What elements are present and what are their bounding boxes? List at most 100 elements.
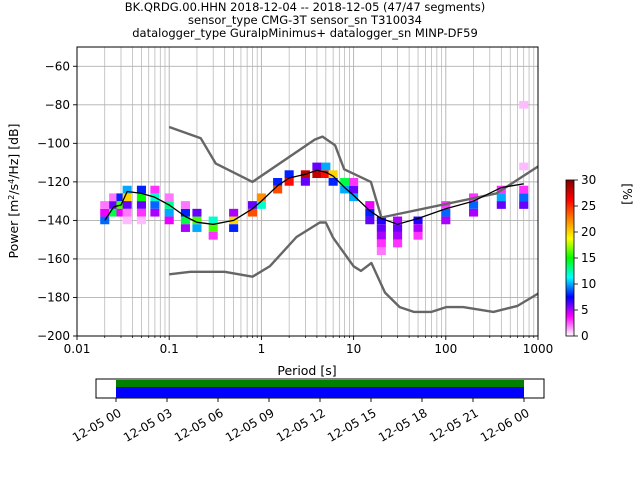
y-label-sup-2: 4	[7, 179, 16, 184]
psd-cell	[100, 216, 110, 225]
y-axis-label: Power [m2/s4/Hz] [dB]	[6, 123, 21, 258]
y-label-sup-1: 2	[7, 195, 16, 200]
psd-cell	[116, 208, 126, 217]
psd-cell	[192, 224, 202, 232]
psd-cell	[122, 208, 132, 217]
colorbar-tick-label: 25	[581, 199, 596, 213]
psd-cell	[122, 201, 132, 209]
psd-cell	[349, 193, 359, 202]
psd-cell	[273, 185, 283, 194]
colorbar	[565, 179, 575, 337]
y-tick-label: −80	[45, 98, 70, 112]
timeline-tick-label: 12-05 15	[325, 406, 379, 445]
x-axis-label: Period [s]	[277, 363, 336, 378]
psd-cell	[122, 216, 132, 225]
psd-cell	[247, 208, 258, 217]
timeline-tick-label: 12-06 00	[478, 406, 532, 445]
psd-cell	[122, 185, 132, 194]
psd-cell	[109, 201, 119, 209]
psd-cell	[312, 170, 322, 179]
y-tick-label: −140	[37, 213, 70, 227]
nhnm-line	[168, 125, 539, 219]
psd-cell	[413, 224, 423, 232]
psd-cell	[180, 216, 190, 225]
x-tick-label: 100	[434, 342, 457, 356]
psd-cell	[393, 224, 403, 232]
timeline-tick-label: 12-05 09	[223, 406, 277, 445]
y-tick-label: −160	[37, 252, 70, 266]
x-axis-ticks: 0.01 0.1 1 10 100 1000	[64, 336, 554, 356]
psd-cell	[229, 224, 239, 232]
y-tick-label: −180	[37, 290, 70, 304]
psd-cell	[150, 208, 160, 217]
psd-cell	[321, 162, 331, 171]
psd-cell	[122, 193, 132, 202]
psd-cell	[328, 178, 338, 186]
psd-histogram	[100, 100, 529, 256]
psd-cell	[393, 231, 403, 240]
psd-cell	[100, 208, 110, 217]
x-tick-label: 1	[258, 342, 266, 356]
plot-frame	[76, 46, 539, 337]
y-tick-label: −120	[37, 175, 70, 189]
x-tick-label: 0.01	[64, 342, 91, 356]
psd-cell	[136, 201, 146, 209]
psd-cell	[192, 216, 202, 225]
nlnm-line	[169, 221, 539, 314]
psd-cell	[192, 208, 202, 217]
colorbar-tick-label: 20	[581, 225, 596, 239]
x-tick-label: 1000	[523, 342, 554, 356]
psd-cell	[376, 247, 386, 256]
title-line-3: datalogger_type GuralpMinimus+ datalogge…	[132, 26, 478, 40]
psd-cell	[340, 178, 350, 186]
colorbar-tick-label: 10	[581, 277, 596, 291]
psd-cell	[180, 208, 190, 217]
y-tick-label: −100	[37, 136, 70, 150]
x-tick-label: 10	[346, 342, 361, 356]
psd-cell	[164, 208, 174, 217]
psd-cell	[413, 231, 423, 240]
psd-cell	[136, 193, 146, 202]
psd-cell	[441, 208, 451, 217]
psd-cell	[284, 178, 294, 186]
psd-cell	[496, 201, 506, 209]
psd-cell	[413, 216, 423, 225]
plot-area	[77, 47, 538, 336]
psd-cell	[469, 201, 479, 209]
reference-lines	[104, 125, 539, 314]
psd-cell	[180, 224, 190, 232]
psd-cell	[116, 193, 126, 202]
psd-cell	[109, 208, 119, 217]
y-label-part-3: /Hz] [dB]	[6, 123, 21, 178]
colorbar-tick-label: 15	[581, 251, 596, 265]
psd-cell	[109, 193, 119, 202]
psd-cell	[136, 185, 146, 194]
timeline-tick-label: 12-05 03	[121, 406, 175, 445]
psd-cell	[519, 201, 529, 209]
timeline-tick-label: 12-05 21	[427, 406, 481, 445]
psd-cell	[519, 193, 529, 202]
psd-cell	[321, 170, 331, 179]
psd-cell	[328, 170, 338, 179]
y-axis-ticks: −60 −80 −100 −120 −140 −160 −180 −200	[37, 59, 77, 343]
timeline-tick-label: 12-05 18	[376, 406, 430, 445]
y-label-part-1: Power [m	[6, 200, 21, 259]
psd-cell	[393, 239, 403, 248]
psd-cell	[376, 216, 386, 225]
colorbar-tick-label: 0	[581, 329, 589, 343]
psd-cell	[349, 178, 359, 186]
psd-cell	[256, 201, 266, 209]
psd-cell	[150, 185, 160, 194]
title-line-2: sensor_type CMG-3T sensor_sn T310034	[188, 13, 422, 27]
psd-cell	[365, 208, 375, 217]
timeline-coverage-upper	[116, 380, 524, 387]
psd-cell	[164, 216, 174, 225]
psd-cell	[136, 208, 146, 217]
psd-cell	[519, 162, 529, 171]
colorbar-ticks: 0 5 10 15 20 25 30	[574, 173, 596, 343]
colorbar-tick-label: 30	[581, 173, 596, 187]
psd-cell	[376, 231, 386, 240]
title-line-1: BK.QRDG.00.HHN 2018-12-04 -- 2018-12-05 …	[125, 0, 486, 14]
x-tick-label: 0.1	[160, 342, 179, 356]
